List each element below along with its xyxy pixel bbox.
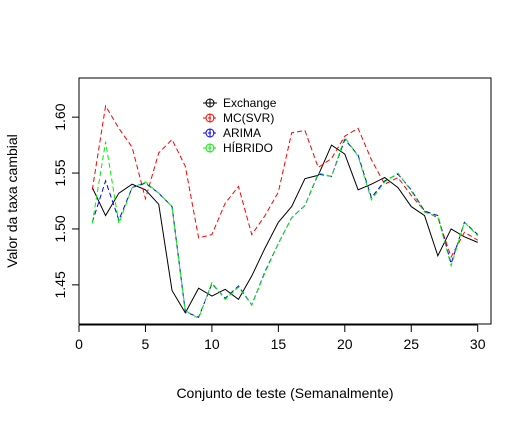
- series-line-h-brido: [91, 136, 479, 320]
- y-tick-label: 1.50: [52, 215, 68, 242]
- y-tick-label: 1.45: [52, 271, 68, 298]
- x-tick-label: 20: [337, 336, 353, 352]
- series-line-arima: [91, 138, 479, 318]
- legend-item: ARIMA: [203, 126, 261, 140]
- legend-item: MC(SVR): [203, 111, 274, 125]
- series-line-mc-svr: [91, 104, 478, 259]
- y-axis: 1.45 1.50 1.55 1.60: [52, 103, 80, 298]
- legend-item: Exchange: [203, 96, 277, 110]
- x-tick-label: 10: [204, 336, 220, 352]
- x-tick-label: 5: [142, 336, 150, 352]
- plot-frame: [78, 77, 492, 325]
- series-layer: [91, 104, 479, 320]
- y-tick-label: 1.55: [52, 159, 68, 186]
- legend-item: HÍBRIDO: [203, 140, 273, 155]
- y-axis-label: Valor da taxa cambial: [4, 134, 20, 268]
- x-axis-label: Conjunto de teste (Semanalmente): [176, 385, 393, 401]
- legend-label: ARIMA: [223, 126, 261, 140]
- legend-label: MC(SVR): [223, 111, 274, 125]
- x-tick-label: 30: [470, 336, 486, 352]
- x-tick-label: 25: [403, 336, 419, 352]
- x-tick-label: 0: [75, 336, 83, 352]
- legend-label: Exchange: [223, 96, 277, 110]
- x-axis: 0 5 10 15 20 25 30: [75, 324, 486, 352]
- series-line-exchange: [91, 144, 478, 314]
- legend-label: HÍBRIDO: [223, 140, 273, 155]
- x-tick-label: 15: [271, 336, 287, 352]
- y-tick-label: 1.60: [52, 103, 68, 130]
